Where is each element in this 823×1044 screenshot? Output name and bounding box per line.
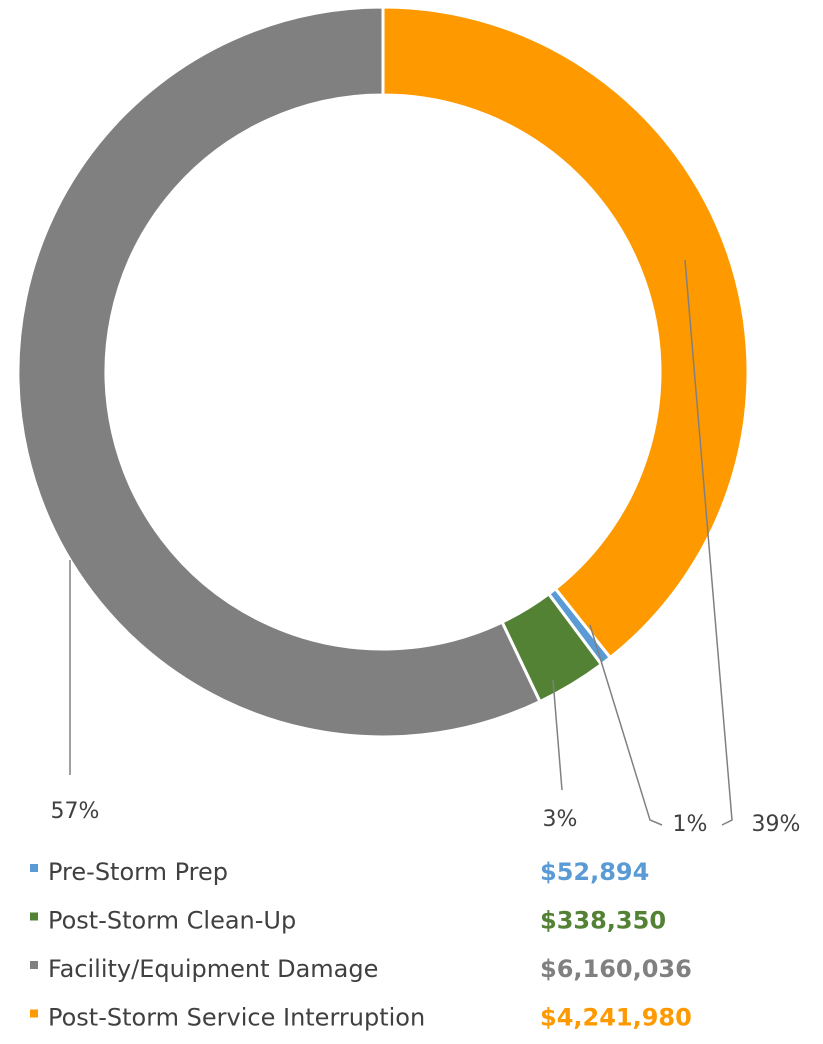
leader-line xyxy=(552,679,563,791)
donut-slice xyxy=(381,5,750,660)
leader-line xyxy=(684,259,733,826)
legend-swatch xyxy=(30,1009,38,1018)
legend-amount: $52,894 xyxy=(540,858,649,886)
legend-amount: $4,241,980 xyxy=(540,1004,692,1032)
legend-label: Post-Storm Clean-Up xyxy=(48,907,296,935)
percent-label: 39% xyxy=(752,812,801,837)
percent-label: 1% xyxy=(673,812,708,837)
legend-label: Facility/Equipment Damage xyxy=(48,955,378,983)
legend-swatch xyxy=(30,912,38,921)
legend-swatch xyxy=(30,961,38,969)
percent-label: 57% xyxy=(51,799,100,824)
legend-swatch xyxy=(30,864,38,872)
donut-slice xyxy=(16,5,542,739)
legend-label: Pre-Storm Prep xyxy=(48,858,228,886)
leader-line xyxy=(589,624,663,826)
percent-label: 3% xyxy=(543,807,578,832)
legend-amount: $6,160,036 xyxy=(540,955,692,983)
legend-amount: $338,350 xyxy=(540,907,666,935)
legend-label: Post-Storm Service Interruption xyxy=(48,1004,425,1032)
